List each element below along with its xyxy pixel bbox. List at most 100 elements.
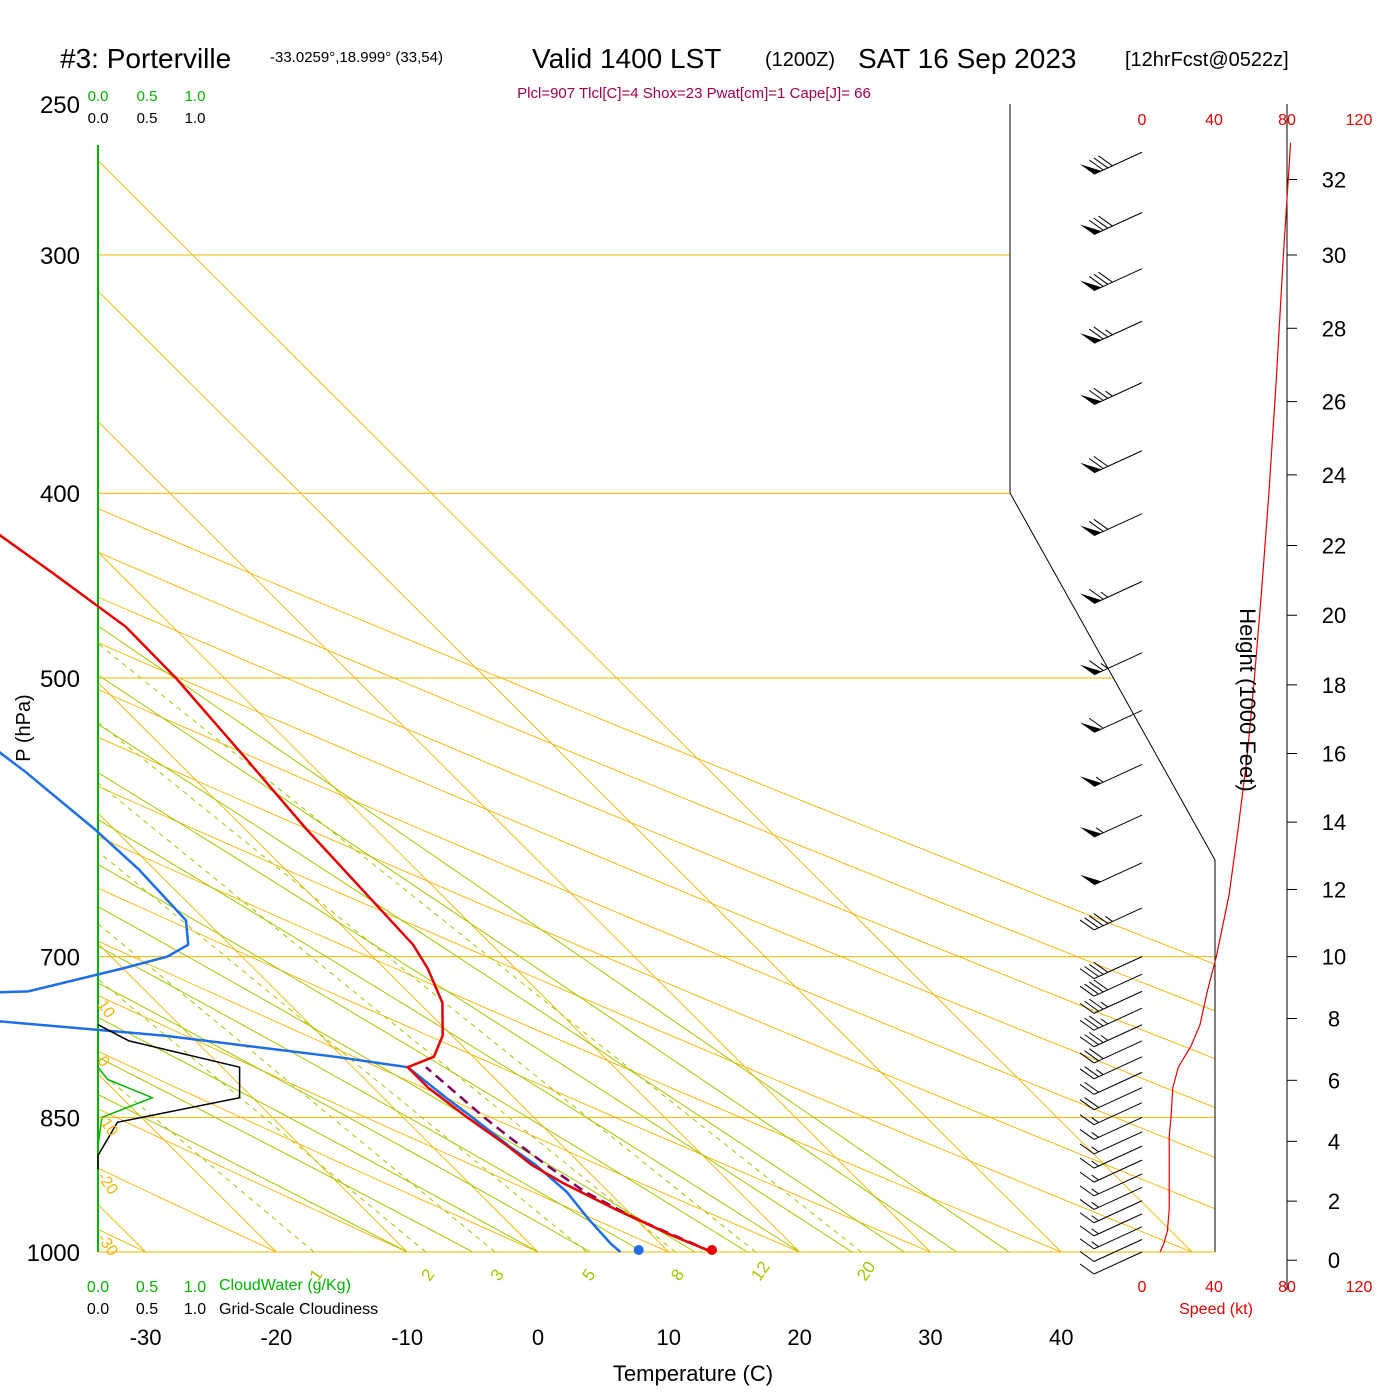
wind-barb-shaft [1093,1200,1143,1224]
wind-barb-feather [1093,455,1109,467]
wind-barb-feather [1079,1083,1095,1095]
wind-barb-shaft [1093,973,1143,997]
wind-barb-shaft [1093,1071,1143,1095]
wind-barb-shaft [1093,814,1143,838]
wind-barb-half-feather [1100,1018,1109,1025]
height-tick-label: 2 [1328,1189,1340,1214]
moist-adiabat-line [98,254,643,1252]
wind-barb-feather [1093,217,1109,229]
wind-barb-feather [1093,326,1109,338]
wind-barb [1079,1173,1143,1197]
wind-barb-feather [1088,276,1104,287]
wind-barb-feather [1079,1052,1095,1064]
wind-barb-shaft [1093,212,1143,235]
moist-adiabat-line [98,254,853,1252]
wind-barb-feather [1079,1225,1095,1237]
height-tick-label: 16 [1322,741,1346,766]
wind-barb-flag [1080,722,1102,733]
cloudiness-profile [97,1024,241,1170]
wind-barb [1080,814,1143,838]
wind-barb-feather [1079,1171,1095,1183]
height-tick-label: 32 [1322,167,1346,192]
cw-bottom-tick-0: 0.0 [87,1279,109,1296]
wind-barb-shaft [1093,581,1143,604]
moist-adiabat-line [98,254,957,1252]
wind-barb-feather [1079,1199,1095,1210]
cloudiness-top-scale: 0.0 0.5 1.0 [88,110,206,127]
wind-barb-feather [1098,215,1113,227]
wind-barb-feather [1098,271,1113,283]
dry-adiabat-line [98,104,1215,1252]
gs-top-tick-1: 0.5 [137,110,158,127]
height-tick-label: 26 [1322,390,1346,415]
wind-barb-feather [1079,1143,1095,1155]
wind-barb-feather [1088,717,1104,729]
gs-bottom-tick-2: 1.0 [184,1301,206,1318]
cloud-panel [97,1024,241,1170]
wind-barb-flag [1080,776,1102,787]
wind-barb-feather [1088,660,1104,671]
wind-barb-half-feather [1100,591,1109,598]
wind-barb-half-feather [1091,1228,1099,1235]
x-tick-label: 40 [1049,1325,1073,1350]
wind-barb-shaft [1093,1173,1143,1197]
wind-barb-shaft [1093,1251,1143,1275]
wind-barb [1079,1186,1143,1210]
height-axis-title: Height (1000 Feet) [1235,608,1260,791]
wind-barb-half-feather [1091,1174,1099,1181]
isotherm-line [98,104,539,1252]
height-tick-label: 20 [1322,603,1346,628]
wind-barb-shaft [1093,1116,1143,1140]
wind-barb-feather [1093,518,1109,530]
cw-bottom-tick-2: 1.0 [184,1279,206,1296]
wind-barb-feather [1079,1185,1095,1197]
dry-adiabat-line [98,104,1215,1252]
wind-barb [1079,1251,1143,1275]
dry-adiabat-line [98,104,1215,1252]
wind-barb-feather [1079,1212,1095,1224]
dry-adiabat-line [98,104,539,1252]
wind-barb-half-feather [1091,1201,1099,1208]
wind-barb [1079,1056,1143,1080]
wind-barb-feather [1088,1015,1104,1027]
wind-barb-half-feather [1100,663,1109,669]
wind-barb-feather [1079,1129,1095,1140]
moist-adiabat-line [98,254,748,1252]
wind-barb-shaft [1093,1024,1143,1048]
wind-barb-flag [1080,874,1102,885]
speed-bottom-tick-2: 80 [1278,1279,1296,1296]
isotherm-line [98,104,408,1252]
x-axis-title: Temperature (C) [613,1361,773,1386]
wind-barb-feather [1093,273,1109,285]
dry-adiabat-line [98,104,1193,1252]
wind-barb-shaft [1093,1056,1143,1080]
wind-barb-feather [1084,1066,1099,1078]
wind-barb-shaft [1093,763,1143,787]
wind-barb-feather [1079,985,1095,997]
cw-top-tick-1: 0.5 [137,88,158,105]
wind-barb-feather [1098,155,1113,167]
wind-barb-feather [1084,966,1099,977]
cw-top-tick-2: 1.0 [185,88,206,105]
dry-adiabat-line [98,104,1062,1252]
wind-barb [1079,1131,1143,1155]
wind-barb-feather [1084,1081,1099,1093]
pressure-tick-label: 250 [40,92,80,119]
frame-right-edge [1009,104,1216,1252]
speed-top-tick-1: 40 [1205,112,1223,129]
wind-barb-half-feather [1091,1117,1099,1123]
wind-barb-feather [1084,1097,1099,1108]
moist-adiabat-line [98,254,591,1252]
wind-barb [1080,320,1143,344]
wind-barb-shaft [1093,862,1143,886]
moist-adiabat-line [98,254,905,1252]
wind-barb [1079,1071,1143,1095]
wind-barb-feather [1093,157,1109,169]
temperature-line [0,533,713,1254]
dry-adiabat-line [98,104,669,1252]
dry-adiabat-line [98,104,931,1252]
wind-barb [1079,956,1143,980]
speed-top-tick-0: 0 [1138,112,1147,129]
wind-barb-shaft [1093,990,1143,1014]
wind-barb-feather [1079,1036,1095,1048]
